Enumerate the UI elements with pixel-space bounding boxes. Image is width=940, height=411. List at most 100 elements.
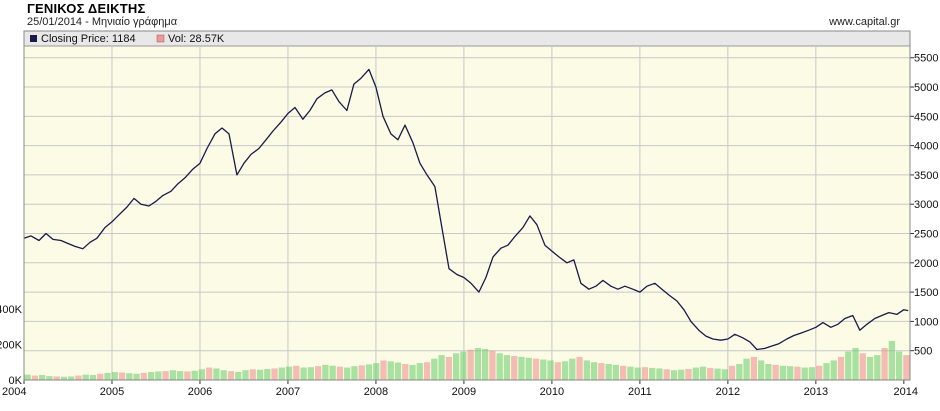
x-tick-label: 2004	[2, 386, 26, 398]
volume-bar	[590, 362, 598, 380]
volume-bar	[344, 367, 351, 380]
volume-bar	[859, 353, 866, 380]
plot-area	[23, 30, 911, 381]
x-tick-label: 2009	[452, 386, 476, 398]
volume-bar	[561, 361, 569, 380]
y-tick-label: 4500	[914, 111, 938, 123]
volume-bar	[104, 372, 111, 380]
volume-bar	[191, 370, 198, 380]
volume-bar	[612, 364, 620, 380]
legend-price-swatch	[30, 35, 37, 42]
volume-bar	[576, 356, 583, 380]
volume-bar	[177, 371, 184, 380]
y-tick-label: 4000	[914, 141, 938, 153]
volume-bar	[97, 373, 104, 380]
volume-bar	[365, 364, 373, 380]
volume-bar	[249, 369, 256, 380]
chart-subtitle: 25/01/2014 - Μηνιαίο γράφημα	[27, 16, 178, 28]
volume-bar	[242, 370, 249, 380]
volume-bar	[903, 355, 910, 380]
y-tick-label: 5500	[914, 53, 938, 65]
volume-bar	[808, 367, 816, 380]
volume-bar	[285, 366, 293, 380]
y-tick-label: 2500	[914, 229, 938, 241]
volume-bar	[598, 363, 605, 380]
volume-bar	[118, 372, 126, 380]
volume-bar	[336, 366, 344, 380]
volume-bar	[452, 353, 460, 380]
volume-bar	[213, 368, 220, 380]
volume-bar	[322, 364, 329, 380]
volume-bar	[482, 348, 489, 380]
x-tick-label: 2014	[894, 386, 918, 398]
volume-bar	[750, 356, 757, 380]
volume-bar	[198, 369, 206, 380]
volume-bar	[184, 371, 191, 380]
volume-bar	[220, 370, 227, 380]
volume-bar	[641, 367, 649, 380]
volume-bar	[31, 375, 39, 380]
legend-price-label: Closing Price: 1184	[41, 33, 136, 45]
volume-bar	[387, 361, 394, 380]
volume-bar	[779, 365, 787, 380]
volume-bar	[140, 372, 147, 380]
y-tick-label: 1500	[914, 287, 938, 299]
volume-bar	[206, 367, 213, 380]
volume-bar	[39, 375, 46, 380]
volume-bar	[801, 367, 808, 380]
volume-bar	[438, 355, 445, 380]
volume-bar	[845, 351, 852, 380]
volume-bar	[881, 348, 888, 380]
volume-bar	[714, 368, 721, 380]
volume-bar	[787, 366, 794, 380]
volume-bar	[837, 356, 845, 380]
volume-bar	[656, 368, 663, 380]
volume-bar	[532, 358, 540, 380]
volume-bar	[380, 360, 387, 380]
volume-bar	[569, 358, 576, 380]
site-link[interactable]: www.capital.gr	[829, 16, 900, 28]
volume-bar	[111, 372, 118, 380]
x-tick-label: 2010	[540, 386, 564, 398]
volume-bar	[736, 364, 743, 380]
volume-bar	[162, 371, 169, 380]
volume-bar	[525, 357, 532, 380]
volume-bar	[794, 366, 801, 380]
volume-bar	[663, 369, 670, 380]
volume-bar	[147, 372, 155, 380]
volume-bar	[431, 358, 438, 380]
volume-bar	[547, 360, 554, 380]
x-tick-label: 2012	[716, 386, 740, 398]
volume-bar	[895, 351, 903, 380]
volume-bar	[394, 362, 402, 380]
volume-bar	[89, 375, 97, 380]
volume-bar	[467, 349, 474, 380]
volume-bar	[402, 364, 409, 380]
volume-bar	[126, 373, 133, 380]
volume-bar	[554, 362, 561, 380]
volume-bar	[866, 356, 874, 380]
volume-bar	[634, 367, 641, 380]
volume-bar	[692, 367, 699, 380]
legend: Closing Price: 1184 Vol: 28.57K	[30, 33, 225, 45]
y-tick-label: 2000	[914, 258, 938, 270]
volume-bar	[511, 356, 518, 380]
volume-bar	[82, 374, 89, 380]
volume-bar	[605, 364, 612, 380]
volume-bar	[678, 369, 685, 380]
volume-bar	[46, 376, 53, 380]
volume-bar	[649, 367, 656, 380]
volume-bar	[351, 366, 358, 380]
y-tick-label: 500	[914, 346, 932, 358]
volume-bar	[888, 340, 895, 380]
volume-bar	[264, 368, 271, 380]
volume-bar	[699, 366, 707, 380]
volume-bar	[60, 376, 68, 380]
y-tick-label: 1000	[914, 316, 938, 328]
volume-bar	[256, 369, 264, 380]
volume-bar	[227, 371, 235, 380]
legend-vol-swatch	[156, 34, 165, 43]
volume-bar	[823, 363, 830, 380]
volume-bar	[409, 364, 416, 380]
volume-bar	[358, 365, 365, 380]
